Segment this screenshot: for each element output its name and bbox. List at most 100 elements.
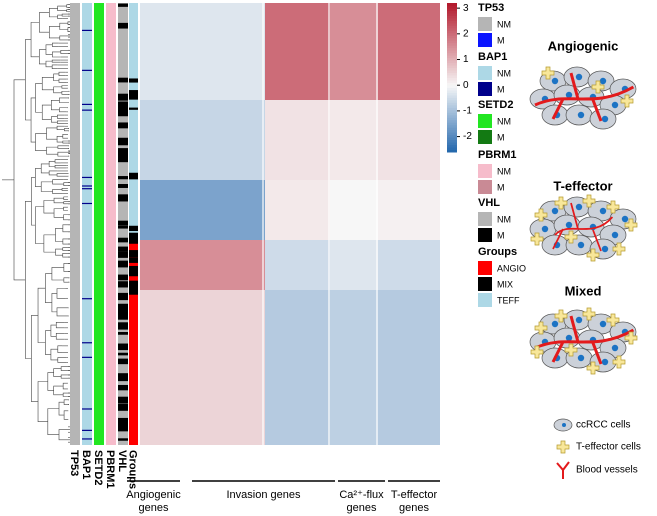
dendrogram-branch (31, 177, 36, 226)
track-mutation (118, 322, 128, 330)
nucleus (565, 91, 573, 99)
track-mix (129, 78, 138, 83)
vessel (552, 202, 614, 252)
legend-swatch (478, 130, 492, 144)
nucleus (541, 225, 549, 233)
colorbar-step (447, 47, 457, 51)
track-mutation (118, 274, 128, 281)
track-mutation (118, 281, 128, 288)
colorbar-step (447, 5, 457, 9)
dendrogram-branch (54, 165, 67, 169)
colorbar-step (447, 102, 457, 106)
track-mix (129, 107, 138, 110)
track-mutation (82, 202, 92, 205)
dendrogram-branch (35, 133, 47, 151)
tcell (582, 194, 596, 208)
dendrogram-branch (59, 35, 72, 41)
dendrogram-branch (51, 64, 58, 69)
colorbar-step (447, 60, 457, 64)
key-nucleus (562, 423, 566, 427)
track-mutation (82, 29, 92, 31)
dendrogram-branch (64, 128, 69, 132)
heatmap-block (265, 290, 330, 445)
track-mutation (118, 251, 128, 258)
track-mutation (118, 417, 128, 425)
dendrogram-branch (60, 374, 73, 379)
track-label: BAP1 (80, 450, 92, 479)
gene-group-label: Angiogenic (126, 489, 181, 501)
legend-swatch (478, 293, 492, 307)
nucleus (575, 73, 583, 81)
dendrogram-branch (46, 127, 58, 140)
colorbar-step (447, 15, 457, 19)
dendrogram-branch (53, 73, 59, 82)
colorbar-step (447, 114, 457, 118)
dendrogram-branch (53, 86, 62, 94)
dendrogram-branch (58, 78, 67, 83)
legend-title: Groups (478, 246, 517, 258)
legend-title: SETD2 (478, 99, 513, 111)
track-mix (129, 93, 138, 99)
track-mutation (82, 342, 92, 344)
dendrogram-branch (56, 173, 69, 177)
dendrogram-branch (63, 206, 68, 211)
dendrogram-branch (30, 22, 40, 58)
dendrogram-branch (56, 135, 63, 143)
colorbar-tick-label: -2 (463, 131, 472, 142)
heatmap-block (140, 100, 265, 180)
track-mutation (118, 225, 128, 229)
nucleus (575, 203, 583, 211)
tcell (620, 94, 634, 108)
legend-swatch (478, 277, 492, 291)
dendrogram-branch (51, 100, 60, 111)
track-mutation (118, 387, 128, 390)
legend-label: M (497, 230, 505, 240)
colorbar-step (447, 25, 457, 29)
dendrogram-branch (62, 247, 72, 251)
dendrogram-branch (45, 330, 51, 355)
track-mutation (118, 421, 128, 427)
colorbar-tick-label: 3 (463, 3, 469, 14)
track-mutation (118, 246, 128, 252)
heatmap-block (330, 180, 378, 240)
colorbar-step (447, 87, 457, 91)
dendrogram-branch (37, 287, 46, 343)
track-mix (129, 280, 138, 287)
dendrogram-branch (57, 357, 67, 363)
track-mix (129, 234, 138, 244)
legend-label: M (497, 182, 505, 192)
colorbar-step (447, 50, 457, 54)
dendrogram-branch (57, 114, 65, 119)
nucleus (611, 101, 619, 109)
dendrogram-branch (57, 5, 67, 11)
colorbar-step (447, 142, 457, 146)
track-mutation (118, 404, 128, 411)
track-label: VHL (116, 450, 128, 472)
dendrogram-branch (35, 206, 44, 244)
colorbar-step (447, 147, 457, 151)
nucleus (575, 316, 583, 324)
dendrogram-branch (63, 196, 69, 200)
tcell (612, 355, 626, 369)
track-mutation (118, 184, 128, 187)
legend-title: BAP1 (478, 51, 507, 63)
dendrogram-branch (52, 42, 59, 47)
colorbar-step (447, 37, 457, 41)
gene-group-label: Invasion genes (227, 489, 301, 501)
dendrogram-branch (63, 263, 75, 272)
dendrogram-branch (62, 140, 72, 144)
colorbar-step (447, 42, 457, 46)
nucleus (599, 77, 607, 85)
dendrogram-branch (57, 14, 63, 19)
track-mutation (118, 220, 128, 226)
colorbar-step (447, 139, 457, 143)
dendrogram-branch (51, 116, 58, 123)
heatmap-block (265, 100, 330, 180)
tcell (606, 313, 620, 327)
colorbar-step (447, 17, 457, 21)
dendrogram-branch (45, 60, 53, 68)
dendrogram-branch (48, 170, 58, 176)
colorbar-tick-label: -1 (463, 106, 472, 117)
tcell (564, 230, 578, 244)
